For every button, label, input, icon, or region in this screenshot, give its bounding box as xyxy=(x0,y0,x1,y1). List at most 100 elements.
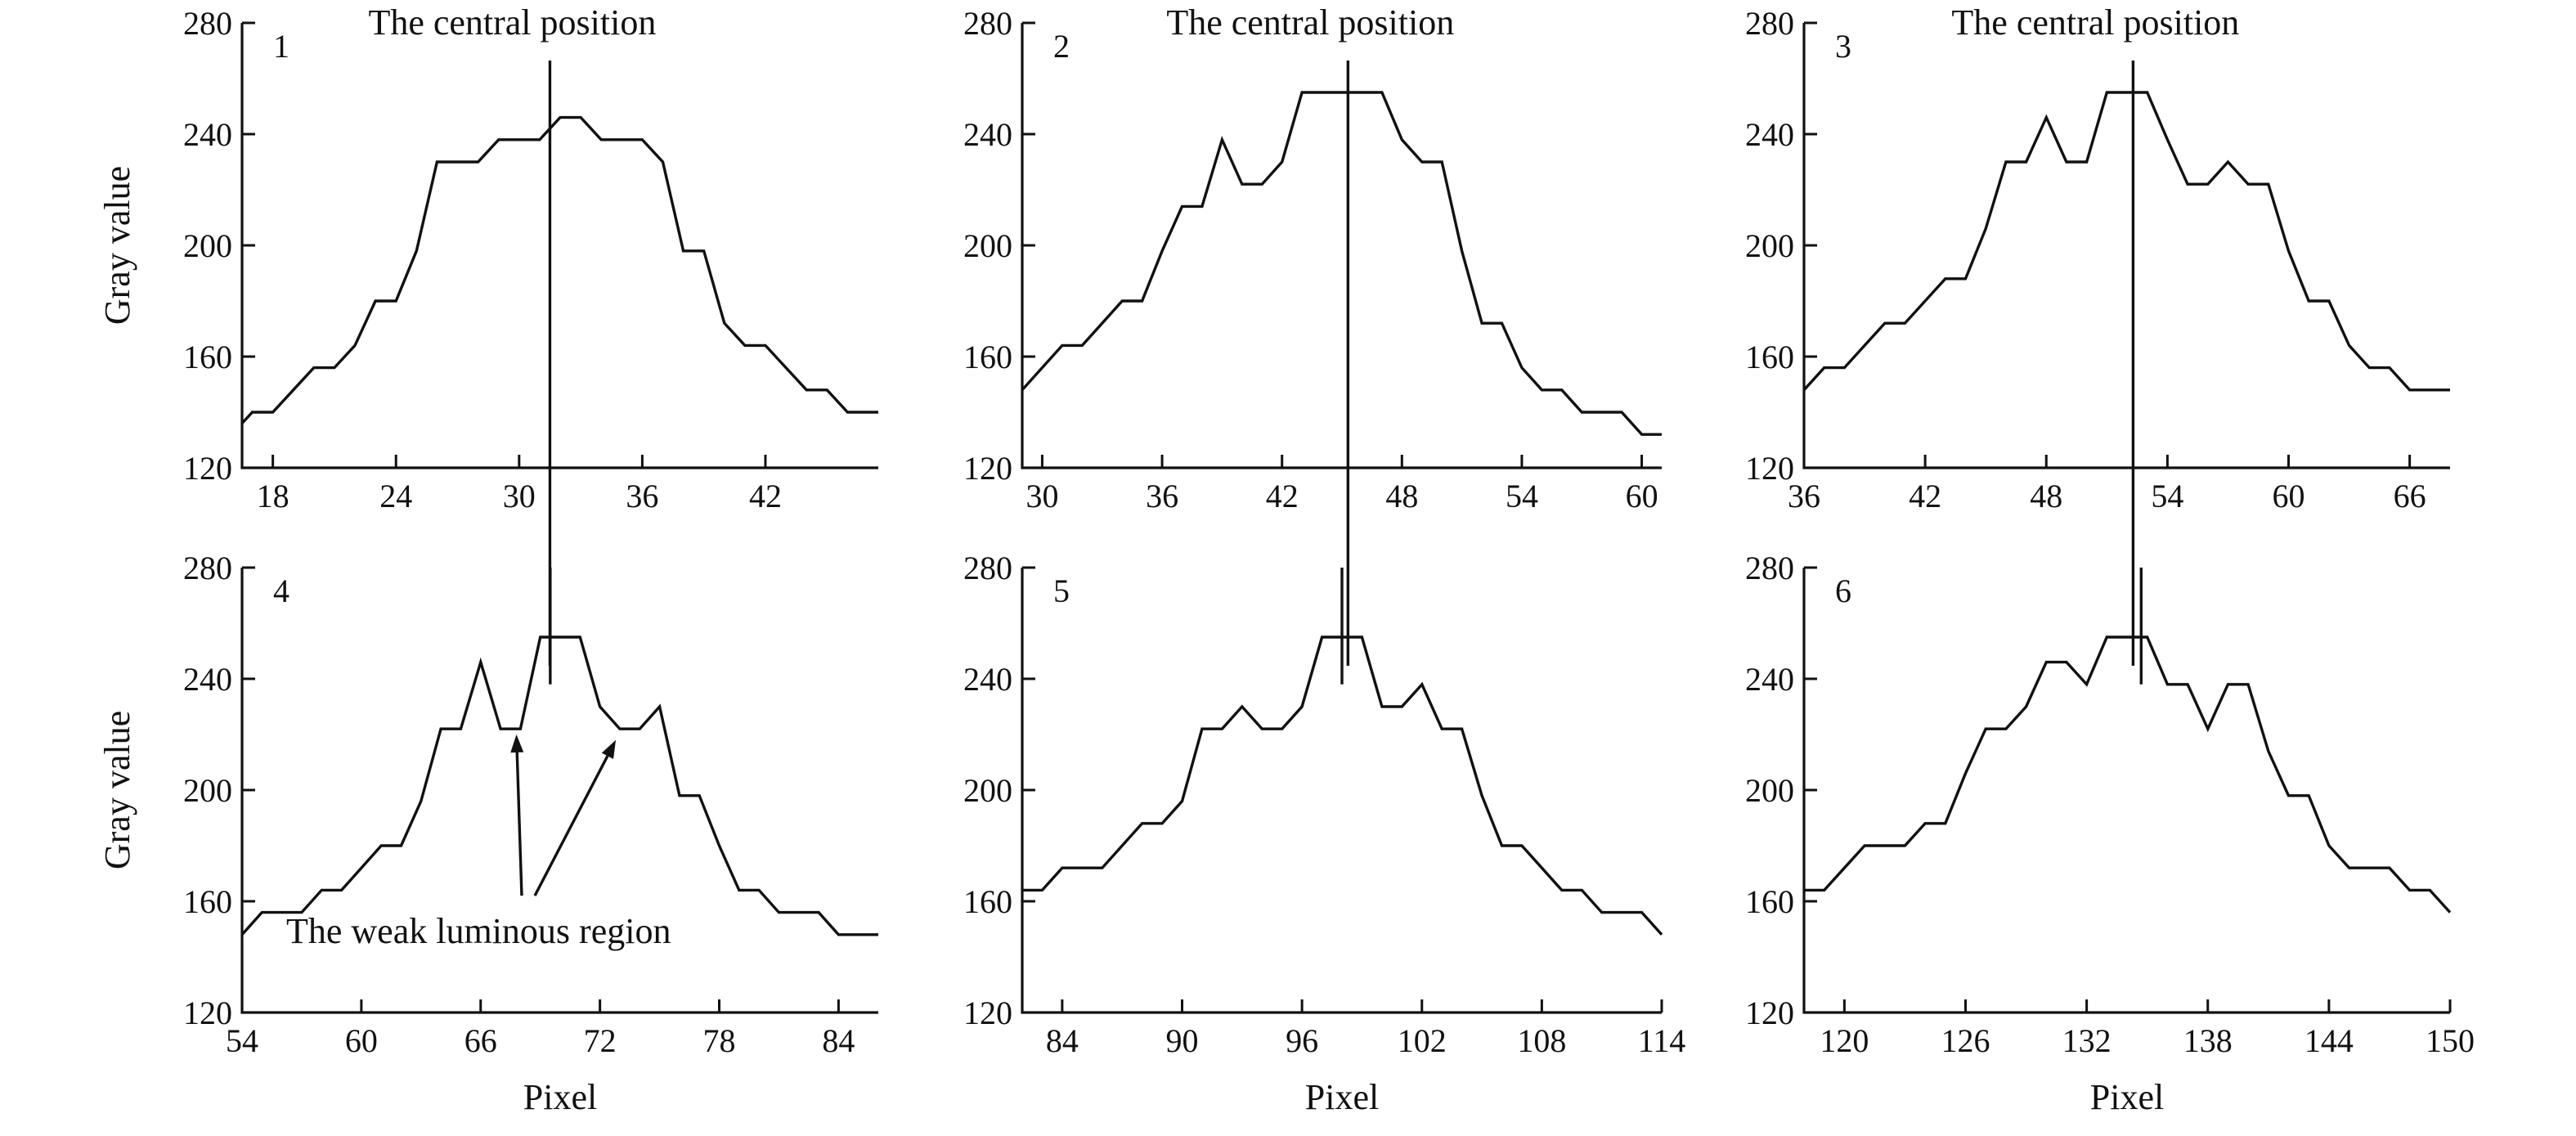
y-tick-label: 160 xyxy=(1745,883,1794,920)
y-tick-label: 280 xyxy=(963,5,1012,42)
y-tick-label: 200 xyxy=(183,772,232,809)
panel-5: 5 Pixel 120 160 200 240 280 84 90 96 102 108 114 xyxy=(963,550,1685,1117)
x-tick-label: 78 xyxy=(703,1022,736,1059)
axis-spines xyxy=(240,23,878,469)
x-tick-label: 60 xyxy=(1626,478,1658,514)
gray-value-profile-line xyxy=(240,115,878,424)
x-tick-label: 150 xyxy=(2426,1022,2475,1059)
x-tick-label: 42 xyxy=(749,478,782,514)
x-tick-label: 66 xyxy=(464,1022,497,1059)
x-tick-label: 108 xyxy=(1517,1022,1566,1059)
x-tick-label: 30 xyxy=(1025,478,1058,514)
panel-label: 3 xyxy=(1835,28,1851,65)
x-tick-label: 60 xyxy=(345,1022,378,1059)
axis-spines xyxy=(1021,23,1662,469)
x-tick-label: 24 xyxy=(379,478,412,514)
y-tick-label: 120 xyxy=(963,450,1012,487)
y-tick-label: 160 xyxy=(963,883,1012,920)
y-tick-label: 120 xyxy=(963,995,1012,1031)
arrow-line xyxy=(515,752,523,896)
x-tick-label: 54 xyxy=(2151,478,2183,514)
y-tick-label: 160 xyxy=(183,883,232,920)
y-tick-label: 200 xyxy=(183,227,232,264)
annotation-central-position: The central position xyxy=(1951,2,2239,43)
x-tick-label: 36 xyxy=(1788,478,1820,514)
x-tick-label: 54 xyxy=(226,1022,258,1059)
gray-value-profile-line xyxy=(1804,635,2452,914)
annotation-central-position: The central position xyxy=(368,2,656,43)
x-tick-label: 60 xyxy=(2273,478,2305,514)
panel-label: 4 xyxy=(273,572,289,609)
y-tick-label: 200 xyxy=(1745,772,1794,809)
panel-label: 6 xyxy=(1835,572,1851,609)
x-tick-label: 36 xyxy=(626,478,658,514)
y-tick-label: 280 xyxy=(183,5,232,42)
x-tick-label: 126 xyxy=(1941,1022,1990,1059)
gray-value-profile-line xyxy=(1802,91,2450,392)
x-tick-label: 48 xyxy=(1385,478,1418,514)
y-tick-label: 200 xyxy=(963,772,1012,809)
y-tick-label: 240 xyxy=(183,661,232,698)
x-tick-label: 84 xyxy=(1046,1022,1079,1059)
y-tick-label: 280 xyxy=(1745,550,1794,586)
y-tick-label: 160 xyxy=(963,339,1012,375)
x-tick-label: 42 xyxy=(1266,478,1299,514)
y-tick-label: 160 xyxy=(183,339,232,375)
panel-2: 2 The central position 120 160 200 240 280 30… xyxy=(963,2,1662,666)
y-tick-label: 120 xyxy=(183,450,232,487)
x-axis-title: Pixel xyxy=(2090,1077,2164,1117)
x-tick-label: 120 xyxy=(1820,1022,1869,1059)
annotation-central-position: The central position xyxy=(1166,2,1454,43)
panel-1: 1 The central position Gray value 120 160… xyxy=(97,2,878,666)
y-tick-label: 200 xyxy=(1745,227,1794,264)
y-axis-title: Gray value xyxy=(97,711,137,869)
y-tick-label: 280 xyxy=(183,550,232,586)
y-tick-label: 120 xyxy=(1745,995,1794,1031)
y-tick-label: 240 xyxy=(963,661,1012,698)
y-tick-label: 120 xyxy=(183,995,232,1031)
y-tick-label: 160 xyxy=(1745,339,1794,375)
x-tick-label: 36 xyxy=(1146,478,1178,514)
arrow-head xyxy=(601,739,617,760)
x-tick-label: 132 xyxy=(2062,1022,2112,1059)
x-axis-title: Pixel xyxy=(1305,1077,1379,1117)
x-tick-label: 114 xyxy=(1638,1022,1686,1059)
x-tick-label: 66 xyxy=(2394,478,2426,514)
axis-spines xyxy=(1802,568,2450,1014)
x-tick-label: 96 xyxy=(1286,1022,1318,1059)
y-tick-label: 280 xyxy=(1745,5,1794,42)
x-tick-label: 138 xyxy=(2183,1022,2233,1059)
panel-label: 1 xyxy=(273,28,289,65)
x-tick-label: 102 xyxy=(1398,1022,1447,1059)
gray-value-profile-line xyxy=(1021,91,1662,436)
x-tick-label: 84 xyxy=(822,1022,855,1059)
x-axis-title: Pixel xyxy=(523,1077,597,1117)
x-tick-label: 30 xyxy=(503,478,536,514)
arrow-line xyxy=(533,755,609,896)
panel-label: 2 xyxy=(1053,28,1070,65)
arrow-head xyxy=(510,734,524,753)
x-tick-label: 72 xyxy=(584,1022,617,1059)
y-tick-label: 280 xyxy=(963,550,1012,586)
x-tick-label: 90 xyxy=(1166,1022,1199,1059)
y-tick-label: 120 xyxy=(1745,450,1794,487)
x-tick-label: 144 xyxy=(2304,1022,2354,1059)
y-tick-label: 240 xyxy=(963,116,1012,153)
annotation-weak-luminous-region: The weak luminous region xyxy=(286,911,671,951)
x-tick-label: 54 xyxy=(1506,478,1538,514)
y-tick-label: 240 xyxy=(1745,116,1794,153)
y-tick-label: 240 xyxy=(183,116,232,153)
panel-6: 6 Pixel 120 160 200 240 280 120 126 132 138 144 15… xyxy=(1745,550,2475,1117)
x-tick-label: 18 xyxy=(257,478,289,514)
gray-value-profile-line xyxy=(240,635,878,936)
y-tick-label: 240 xyxy=(1745,661,1794,698)
panel-4: 4 The weak luminous region Gray value Pi… xyxy=(97,550,878,1117)
panel-3: 3 The central position 120 160 200 240 280 36… xyxy=(1745,2,2450,666)
panel-label: 5 xyxy=(1053,572,1070,609)
y-tick-label: 200 xyxy=(963,227,1012,264)
x-tick-label: 42 xyxy=(1909,478,1941,514)
y-axis-title: Gray value xyxy=(97,166,137,325)
x-tick-label: 48 xyxy=(2030,478,2062,514)
axis-spines xyxy=(1802,23,2450,469)
